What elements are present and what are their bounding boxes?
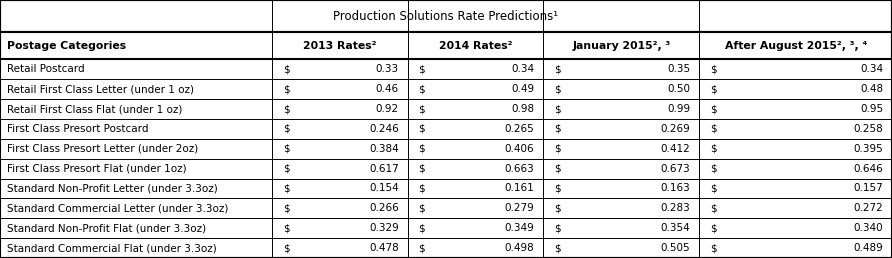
Text: $: $ bbox=[418, 84, 425, 94]
Text: 0.95: 0.95 bbox=[860, 104, 883, 114]
Text: 0.157: 0.157 bbox=[854, 183, 883, 194]
Text: 0.49: 0.49 bbox=[511, 84, 534, 94]
Text: First Class Presort Postcard: First Class Presort Postcard bbox=[7, 124, 149, 134]
Text: 0.46: 0.46 bbox=[376, 84, 399, 94]
Text: 0.663: 0.663 bbox=[505, 164, 534, 174]
Bar bbox=[0, 32, 892, 59]
Text: 0.35: 0.35 bbox=[667, 64, 690, 74]
Text: Retail First Class Flat (under 1 oz): Retail First Class Flat (under 1 oz) bbox=[7, 104, 183, 114]
Text: After August 2015², ³, ⁴: After August 2015², ³, ⁴ bbox=[724, 41, 867, 51]
Text: $: $ bbox=[710, 183, 716, 194]
Text: $: $ bbox=[710, 243, 716, 253]
Text: $: $ bbox=[283, 223, 289, 233]
Text: $: $ bbox=[283, 243, 289, 253]
Text: $: $ bbox=[554, 84, 560, 94]
Text: 2013 Rates²: 2013 Rates² bbox=[303, 41, 376, 51]
Text: 0.154: 0.154 bbox=[369, 183, 399, 194]
Text: 0.34: 0.34 bbox=[860, 64, 883, 74]
Text: First Class Presort Flat (under 1oz): First Class Presort Flat (under 1oz) bbox=[7, 164, 186, 174]
Text: First Class Presort Letter (under 2oz): First Class Presort Letter (under 2oz) bbox=[7, 144, 198, 154]
Text: 0.395: 0.395 bbox=[854, 144, 883, 154]
Text: 0.48: 0.48 bbox=[860, 84, 883, 94]
Text: 0.161: 0.161 bbox=[505, 183, 534, 194]
Text: 0.354: 0.354 bbox=[661, 223, 690, 233]
Text: $: $ bbox=[710, 124, 716, 134]
Text: $: $ bbox=[554, 144, 560, 154]
Text: $: $ bbox=[418, 203, 425, 213]
Text: $: $ bbox=[418, 243, 425, 253]
Text: $: $ bbox=[554, 243, 560, 253]
Text: $: $ bbox=[418, 223, 425, 233]
Text: 0.489: 0.489 bbox=[854, 243, 883, 253]
Text: Retail Postcard: Retail Postcard bbox=[7, 64, 85, 74]
Text: $: $ bbox=[283, 164, 289, 174]
Text: $: $ bbox=[283, 124, 289, 134]
Text: $: $ bbox=[710, 104, 716, 114]
Text: 0.92: 0.92 bbox=[376, 104, 399, 114]
Text: $: $ bbox=[554, 183, 560, 194]
Text: $: $ bbox=[283, 203, 289, 213]
Text: Standard Non-Profit Letter (under 3.3oz): Standard Non-Profit Letter (under 3.3oz) bbox=[7, 183, 218, 194]
Text: 0.163: 0.163 bbox=[661, 183, 690, 194]
Text: $: $ bbox=[554, 64, 560, 74]
Text: 0.50: 0.50 bbox=[667, 84, 690, 94]
Text: 0.478: 0.478 bbox=[369, 243, 399, 253]
Text: 0.646: 0.646 bbox=[854, 164, 883, 174]
Text: 0.384: 0.384 bbox=[369, 144, 399, 154]
Text: 0.34: 0.34 bbox=[511, 64, 534, 74]
Text: $: $ bbox=[283, 104, 289, 114]
Text: 0.329: 0.329 bbox=[369, 223, 399, 233]
Text: $: $ bbox=[710, 203, 716, 213]
Text: Postage Categories: Postage Categories bbox=[7, 41, 127, 51]
Text: 0.269: 0.269 bbox=[661, 124, 690, 134]
Text: $: $ bbox=[283, 64, 289, 74]
Bar bbox=[0, 0, 892, 32]
Text: 0.246: 0.246 bbox=[369, 124, 399, 134]
Text: $: $ bbox=[710, 64, 716, 74]
Text: $: $ bbox=[710, 84, 716, 94]
Text: 0.349: 0.349 bbox=[505, 223, 534, 233]
Text: $: $ bbox=[418, 183, 425, 194]
Text: 0.98: 0.98 bbox=[511, 104, 534, 114]
Text: 0.266: 0.266 bbox=[369, 203, 399, 213]
Text: 0.265: 0.265 bbox=[505, 124, 534, 134]
Text: 0.673: 0.673 bbox=[661, 164, 690, 174]
Text: 0.505: 0.505 bbox=[661, 243, 690, 253]
Text: Retail First Class Letter (under 1 oz): Retail First Class Letter (under 1 oz) bbox=[7, 84, 194, 94]
Text: January 2015², ³: January 2015², ³ bbox=[572, 41, 671, 51]
Text: 0.33: 0.33 bbox=[376, 64, 399, 74]
Text: 0.258: 0.258 bbox=[854, 124, 883, 134]
Text: $: $ bbox=[554, 223, 560, 233]
Text: $: $ bbox=[283, 144, 289, 154]
Text: 0.412: 0.412 bbox=[661, 144, 690, 154]
Text: Standard Non-Profit Flat (under 3.3oz): Standard Non-Profit Flat (under 3.3oz) bbox=[7, 223, 206, 233]
Text: $: $ bbox=[418, 104, 425, 114]
Text: 0.279: 0.279 bbox=[505, 203, 534, 213]
Text: Standard Commercial Flat (under 3.3oz): Standard Commercial Flat (under 3.3oz) bbox=[7, 243, 217, 253]
Text: $: $ bbox=[554, 203, 560, 213]
Text: 0.406: 0.406 bbox=[505, 144, 534, 154]
Text: $: $ bbox=[554, 124, 560, 134]
Text: 0.272: 0.272 bbox=[854, 203, 883, 213]
Text: 2014 Rates²: 2014 Rates² bbox=[439, 41, 512, 51]
Text: $: $ bbox=[418, 144, 425, 154]
Text: $: $ bbox=[554, 104, 560, 114]
Text: 0.498: 0.498 bbox=[505, 243, 534, 253]
Text: $: $ bbox=[710, 164, 716, 174]
Text: $: $ bbox=[710, 144, 716, 154]
Text: $: $ bbox=[418, 164, 425, 174]
Text: $: $ bbox=[418, 64, 425, 74]
Text: $: $ bbox=[283, 84, 289, 94]
Text: 0.99: 0.99 bbox=[667, 104, 690, 114]
Text: $: $ bbox=[554, 164, 560, 174]
Text: $: $ bbox=[418, 124, 425, 134]
Text: 0.340: 0.340 bbox=[854, 223, 883, 233]
Text: Production Solutions Rate Predictions¹: Production Solutions Rate Predictions¹ bbox=[334, 10, 558, 23]
Text: $: $ bbox=[710, 223, 716, 233]
Text: 0.283: 0.283 bbox=[661, 203, 690, 213]
Text: 0.617: 0.617 bbox=[369, 164, 399, 174]
Text: Standard Commercial Letter (under 3.3oz): Standard Commercial Letter (under 3.3oz) bbox=[7, 203, 228, 213]
Text: $: $ bbox=[283, 183, 289, 194]
